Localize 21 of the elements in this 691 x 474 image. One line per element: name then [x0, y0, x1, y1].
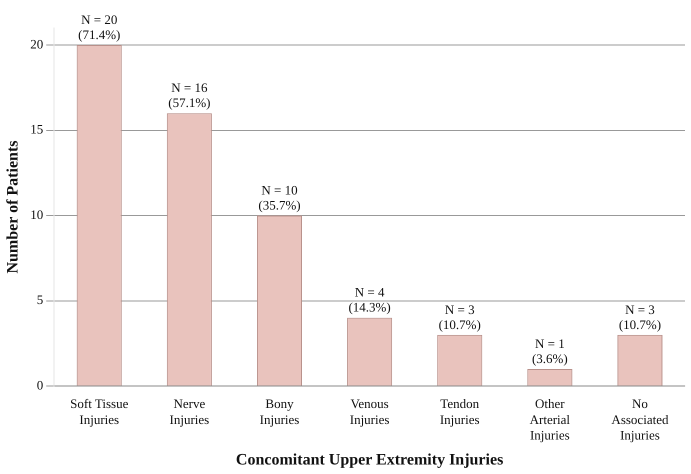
data-label: N = 20 (71.4%) [78, 12, 120, 42]
data-label: N = 1 (3.6%) [532, 336, 568, 366]
x-axis-title: Concomitant Upper Extremity Injuries [236, 452, 504, 469]
y-tick-label: 0 [36, 377, 44, 392]
x-tick-label: Other Arterial Injuries [530, 396, 570, 442]
y-tick-label: 20 [30, 36, 44, 52]
x-tick-label: No Associated Injuries [611, 396, 669, 442]
data-label: N = 3 (10.7%) [438, 302, 481, 332]
y-tick-label: 15 [30, 122, 44, 137]
data-label: N = 3 (10.7%) [618, 302, 662, 332]
data-label: N = 16 (57.1%) [168, 80, 210, 110]
data-label: N = 10 (35.7%) [258, 182, 301, 212]
y-tick-label: 5 [36, 292, 44, 308]
data-label: N = 4 (14.3%) [348, 284, 391, 315]
x-tick-label: Bony Injuries [260, 396, 300, 427]
y-tick-label: 10 [30, 206, 44, 222]
x-tick-label: Venous Injuries [350, 396, 390, 427]
x-tick-label: Nerve Injuries [170, 396, 210, 427]
x-tick-label: Tendon Injuries [440, 396, 480, 427]
x-tick-label: Soft Tissue Injuries [70, 396, 129, 427]
y-axis-title: Number of Patients [4, 140, 22, 274]
